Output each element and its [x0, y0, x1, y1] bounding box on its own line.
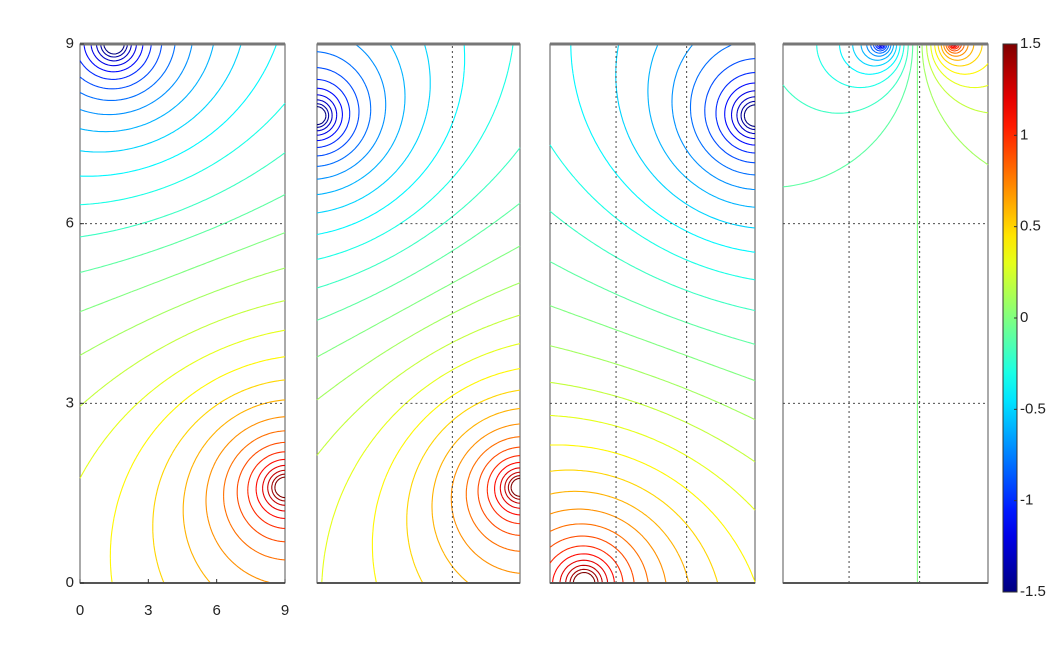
contour-line [549, 305, 756, 382]
y-tick-label: 6 [66, 215, 74, 232]
contour-line [689, 43, 756, 176]
contour-line [316, 314, 521, 456]
contour-line [736, 96, 756, 135]
contour-line [499, 467, 521, 509]
y-tick-label: 3 [66, 394, 74, 411]
contour-line [494, 461, 521, 516]
colorbar-tick-label: 1 [1020, 126, 1028, 143]
colorbar-tick-label: -1.5 [1020, 583, 1046, 600]
contour-line [205, 416, 286, 584]
contour-line [274, 476, 286, 499]
panel [316, 42, 521, 584]
contour-line [549, 414, 756, 511]
contour-line [79, 267, 286, 356]
contour-line [316, 106, 327, 126]
panel: 0 3 6 9 0 3 6 9 [66, 35, 290, 619]
contour-line [79, 300, 286, 407]
contour-line [572, 571, 596, 584]
colorbar-tick-label: 0.5 [1020, 218, 1041, 235]
contour-line [316, 282, 521, 401]
contour-line [704, 58, 756, 164]
contour-line [507, 475, 521, 500]
contour-line [730, 90, 756, 140]
contour-line [465, 436, 521, 552]
contour-line [569, 568, 599, 584]
panel [549, 42, 756, 584]
x-tick-label: 6 [212, 602, 220, 619]
contour-line [321, 343, 521, 584]
contour-line [316, 147, 521, 289]
contour-line [316, 94, 338, 136]
contour-line [565, 564, 603, 584]
contour-line [549, 210, 756, 312]
plot-area [79, 43, 286, 584]
contour-line [724, 82, 756, 146]
y-tick-label: 0 [66, 574, 74, 591]
contour-line [79, 102, 286, 206]
contour-line [549, 144, 756, 281]
contour-line [647, 43, 756, 208]
contour-line [549, 469, 719, 584]
x-tick-label: 3 [144, 602, 152, 619]
contour-line [79, 232, 286, 313]
x-tick-label: 0 [76, 602, 84, 619]
contour-line [559, 559, 609, 584]
contour-line [371, 368, 521, 584]
colorbar-tick-label: -1 [1020, 492, 1033, 509]
contour-line [316, 202, 521, 321]
plot-area [549, 43, 756, 584]
contour-line [486, 455, 521, 525]
contour-line [549, 444, 756, 583]
contour-line [510, 477, 521, 497]
contour-line [316, 87, 343, 142]
contour-line [549, 535, 635, 584]
contour-line [79, 329, 286, 479]
contour-line [549, 523, 649, 584]
panel [782, 42, 989, 584]
plot-area [782, 43, 989, 584]
contour-line [79, 194, 286, 273]
contour-line [316, 78, 351, 149]
contour-line [316, 99, 333, 132]
contour-line [549, 261, 756, 345]
contour-line [223, 430, 286, 561]
contour-line [79, 152, 286, 238]
contour-line [255, 458, 286, 520]
contour-line [550, 345, 756, 421]
contour-line [549, 381, 756, 463]
contour-line [316, 103, 330, 128]
contour-line [182, 399, 286, 584]
contour-line [740, 100, 756, 131]
contour-line [477, 446, 521, 536]
x-tick-label: 9 [281, 602, 289, 619]
contour-line [79, 43, 215, 133]
contour-line [267, 469, 286, 506]
contour-line [262, 464, 286, 512]
contour-line [406, 389, 521, 584]
colorbar-tick-label: -0.5 [1020, 400, 1046, 417]
contour-line [316, 51, 372, 167]
contour-line [236, 441, 286, 543]
contour-line [743, 104, 756, 127]
contour-line [79, 43, 176, 101]
contour-line [247, 451, 286, 529]
contour-line [715, 72, 756, 154]
colorbar-tick-label: 0 [1020, 309, 1028, 326]
plot-area [316, 43, 521, 584]
contour-line [316, 67, 360, 157]
colorbar-tick-label: 1.5 [1020, 35, 1041, 52]
contour-line [109, 356, 286, 584]
y-tick-label: 9 [66, 35, 74, 52]
contour-line [271, 473, 286, 502]
contour-line [550, 490, 690, 584]
contour-line [549, 508, 667, 584]
contour-line [152, 379, 286, 584]
contour-line [504, 471, 521, 504]
contour-line [552, 553, 615, 584]
